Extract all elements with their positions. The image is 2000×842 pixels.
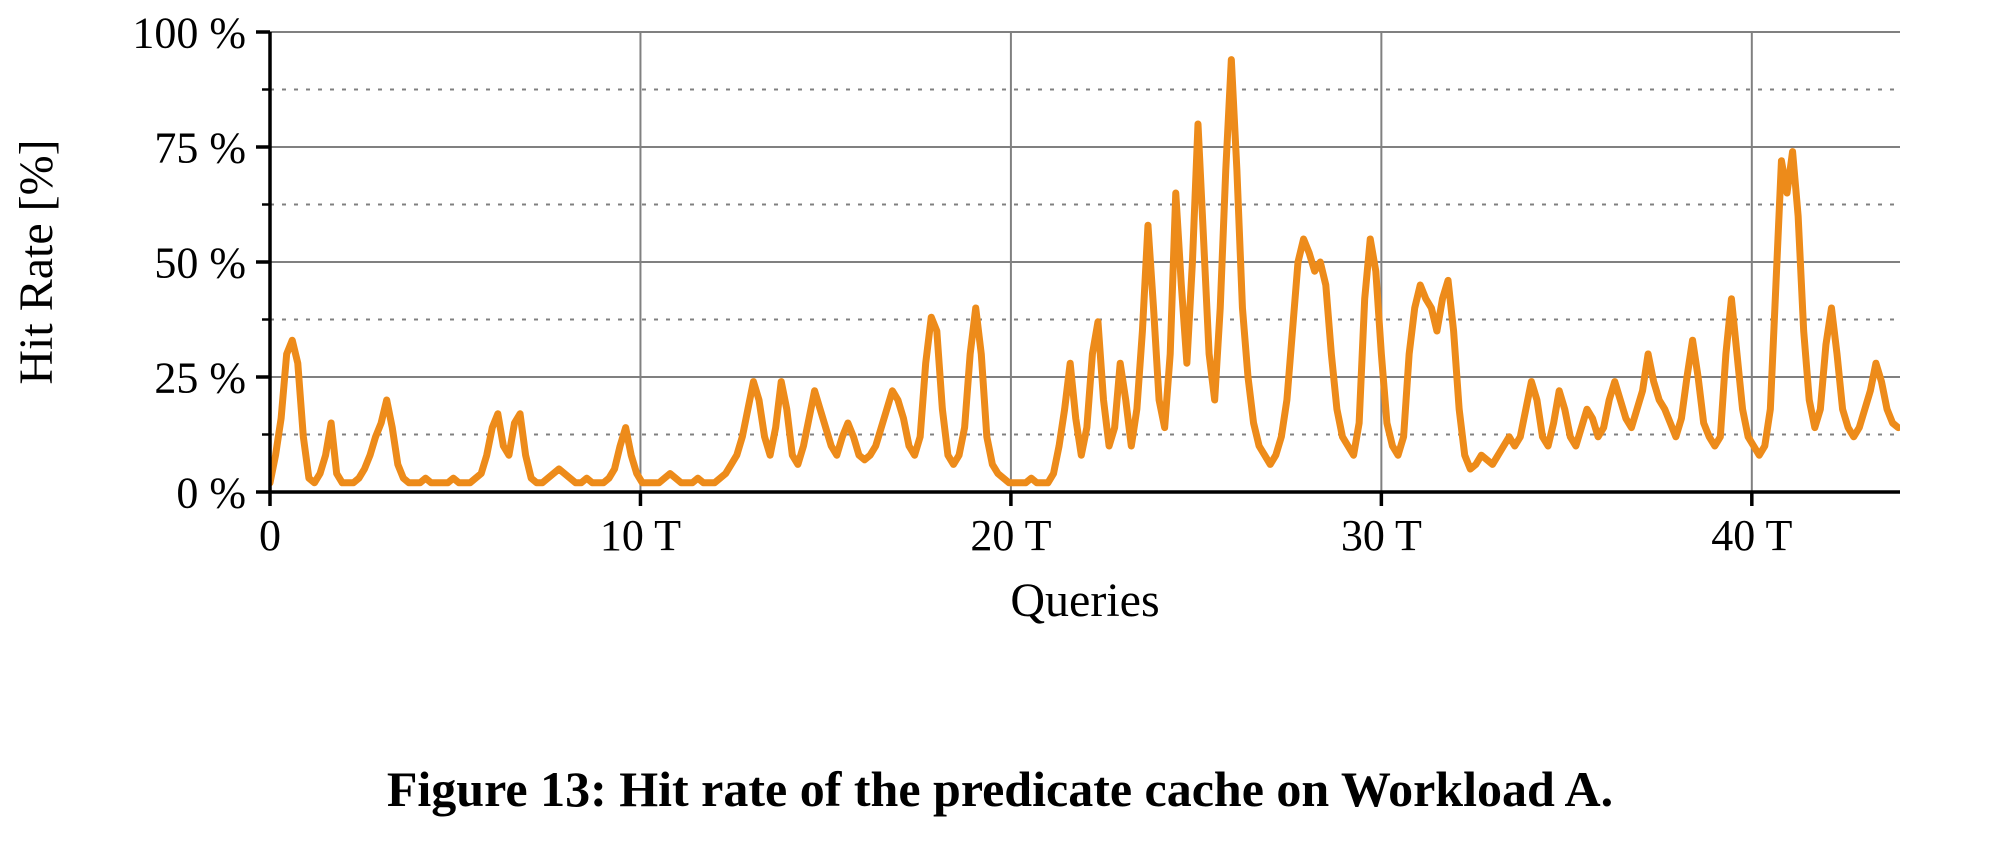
figure-container: 0 10 T 20 T 30 T 40 T 0 % 25 % 50 % 75 % 100 % Que… — [0, 0, 2000, 842]
x-axis-label: Queries — [1010, 574, 1159, 627]
x-tick-label: 20 T — [970, 511, 1051, 560]
x-tick-label: 10 T — [600, 511, 681, 560]
y-axis-label: Hit Rate [%] — [10, 139, 63, 384]
hit-rate-chart: 0 10 T 20 T 30 T 40 T 0 % 25 % 50 % 75 % 100 % Que… — [0, 0, 2000, 842]
x-tick-label: 30 T — [1341, 511, 1422, 560]
figure-caption: Figure 13: Hit rate of the predicate cac… — [0, 760, 2000, 818]
y-tick-label: 100 % — [132, 8, 246, 57]
x-tick-label: 40 T — [1711, 511, 1792, 560]
y-tick-label: 50 % — [154, 238, 246, 287]
x-tick-label: 0 — [259, 511, 281, 560]
y-tick-label: 0 % — [176, 468, 246, 517]
y-tick-label: 25 % — [154, 353, 246, 402]
y-tick-label: 75 % — [154, 123, 246, 172]
